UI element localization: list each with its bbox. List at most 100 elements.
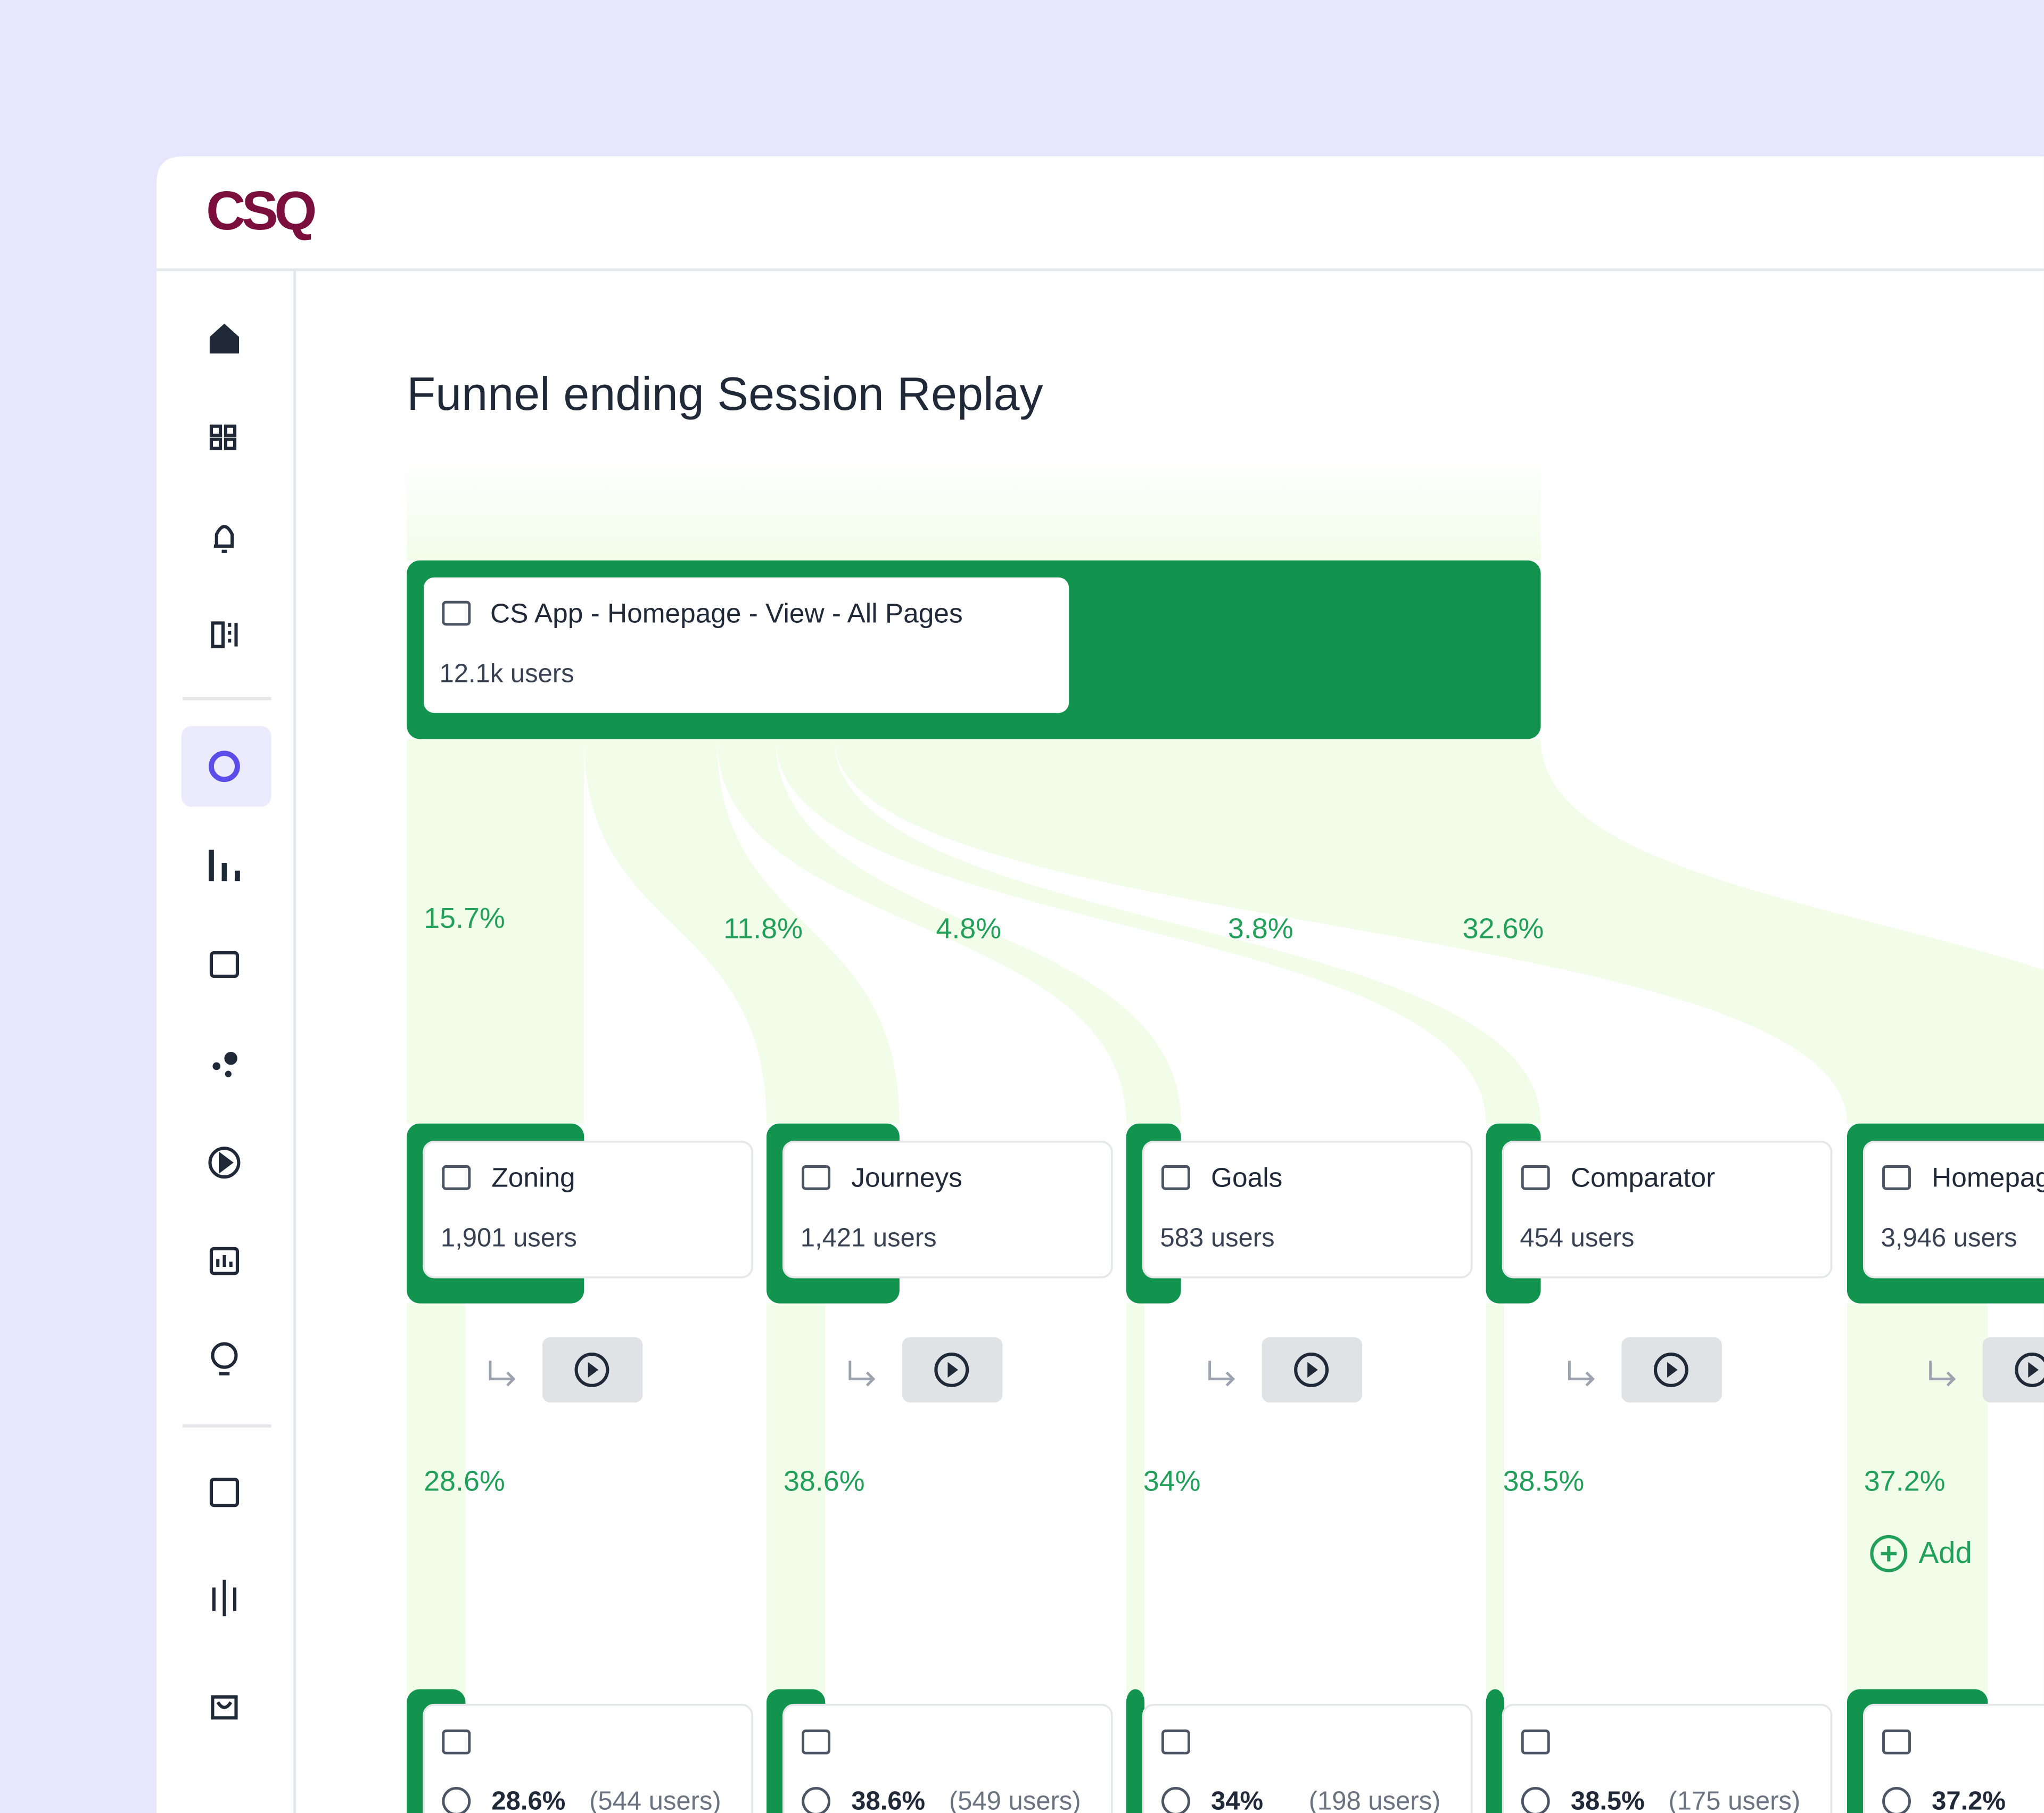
step-name: Goals (1211, 1162, 1282, 1193)
step-icon (1882, 1165, 1911, 1190)
conversion-label: 28.6% (424, 1465, 505, 1497)
integrations-icon[interactable] (209, 1478, 240, 1507)
flow-band (776, 739, 1541, 1124)
active-item-bg (181, 726, 271, 807)
conversion-band (1126, 1303, 1145, 1695)
flow-band (834, 739, 2044, 1124)
share-label: 32.6% (1463, 913, 1544, 945)
segments-icon[interactable] (212, 1052, 237, 1077)
conversion-band (407, 1303, 466, 1695)
start-step-card[interactable] (424, 577, 1069, 713)
insights-icon[interactable] (211, 1342, 238, 1375)
conversion-label: 38.6% (784, 1465, 865, 1497)
flow-band (717, 739, 1181, 1124)
step-icon (442, 1729, 471, 1754)
replay-icon (588, 1362, 599, 1378)
step-card[interactable] (423, 1141, 753, 1279)
reports-icon[interactable] (209, 1247, 240, 1275)
result-rate: 37.2% (1932, 1786, 2006, 1813)
share-label: 3.8% (1228, 913, 1293, 945)
share-label: 11.8% (723, 913, 803, 945)
info-icon (442, 1787, 471, 1813)
result-rate: 34% (1211, 1786, 1263, 1813)
info-icon (1521, 1787, 1550, 1813)
step-icon (1521, 1729, 1550, 1754)
result-card[interactable] (1502, 1703, 1833, 1813)
step-users: 1,421 users (801, 1224, 937, 1252)
result-users: (544 users) (589, 1786, 721, 1813)
sidebar (181, 324, 271, 1720)
replay-icon (934, 1353, 969, 1387)
add-icon (1881, 1546, 1897, 1562)
steps: Zoning 1,901 users 28.6% 28.6% (544 users) Jo… (407, 1123, 2044, 1813)
page-icon[interactable] (209, 951, 240, 978)
conversion-band (767, 1303, 826, 1695)
flow-band (584, 739, 900, 1124)
branch-arrow (848, 1361, 876, 1387)
step-icon (1161, 1165, 1190, 1190)
analysis-icon[interactable] (209, 850, 240, 881)
dashboard-icon[interactable] (209, 424, 237, 450)
step-name: Homepage (1932, 1162, 2044, 1193)
flow-band (407, 739, 584, 1124)
funnel-icon[interactable] (209, 751, 240, 782)
info-icon (802, 1787, 831, 1813)
conversion-band (1847, 1303, 1988, 1695)
step-card[interactable] (782, 1141, 1113, 1279)
replay-icon[interactable] (208, 1147, 241, 1179)
step-card[interactable] (1502, 1141, 1833, 1279)
replay-icon (1307, 1362, 1318, 1378)
replay-icon (1667, 1362, 1678, 1378)
conversion-band (1486, 1303, 1504, 1695)
add-button[interactable]: Add (1919, 1536, 1972, 1569)
step-icon (1882, 1729, 1911, 1754)
result-rate: 28.6% (491, 1786, 565, 1813)
result-users: (198 users) (1309, 1786, 1441, 1813)
result-users: (175 users) (1669, 1786, 1801, 1813)
replay-icon (2015, 1353, 2044, 1387)
branch-arrow (489, 1361, 516, 1387)
step-icon (442, 1165, 471, 1190)
home-icon[interactable] (209, 324, 240, 354)
step-users: 583 users (1160, 1224, 1275, 1252)
settings-icon[interactable] (212, 1579, 237, 1617)
conversion-label: 38.5% (1503, 1465, 1585, 1497)
result-bar (1126, 1689, 1145, 1813)
result-bar (1486, 1689, 1504, 1813)
step-icon (1161, 1729, 1190, 1754)
result-card[interactable] (423, 1703, 753, 1813)
flows: 15.7% 11.8% 4.8% 3.8% 32.6% (407, 739, 2044, 1695)
result-rate: 38.6% (851, 1786, 925, 1813)
step-card[interactable] (1142, 1141, 1473, 1279)
add-icon[interactable] (1870, 1535, 1908, 1572)
start-step-name: CS App - Homepage - View - All Pages (490, 597, 963, 628)
step-users: 454 users (1520, 1224, 1634, 1252)
result-card[interactable] (782, 1703, 1113, 1813)
replay-icon (574, 1353, 609, 1387)
branch-arrow (1208, 1361, 1235, 1387)
inbox-icon[interactable] (211, 1695, 238, 1720)
logo[interactable]: CSQ (206, 180, 318, 241)
info-icon (1882, 1787, 1911, 1813)
branch-arrow (1929, 1361, 1956, 1387)
conversion-label: 37.2% (1864, 1465, 1946, 1497)
alerts-icon[interactable] (213, 525, 234, 553)
step-name: Zoning (491, 1162, 575, 1193)
replay-icon (1294, 1353, 1329, 1387)
page-title: Funnel ending Session Replay (407, 367, 1043, 420)
step-icon (442, 600, 471, 626)
result-users: (549 users) (949, 1786, 1081, 1813)
share-label: 4.8% (936, 913, 1001, 945)
step-users: 3,946 users (1881, 1224, 2017, 1252)
step-users: 1,901 users (441, 1224, 577, 1252)
step-icon (802, 1729, 831, 1754)
step-icon (802, 1165, 831, 1190)
replay-icon (1653, 1353, 1688, 1387)
replay-icon (2028, 1362, 2039, 1378)
step-name: Journeys (851, 1162, 962, 1193)
start-step-users: 12.1k users (439, 659, 574, 688)
branch-arrow (1568, 1361, 1595, 1387)
result-card[interactable] (1142, 1703, 1473, 1813)
